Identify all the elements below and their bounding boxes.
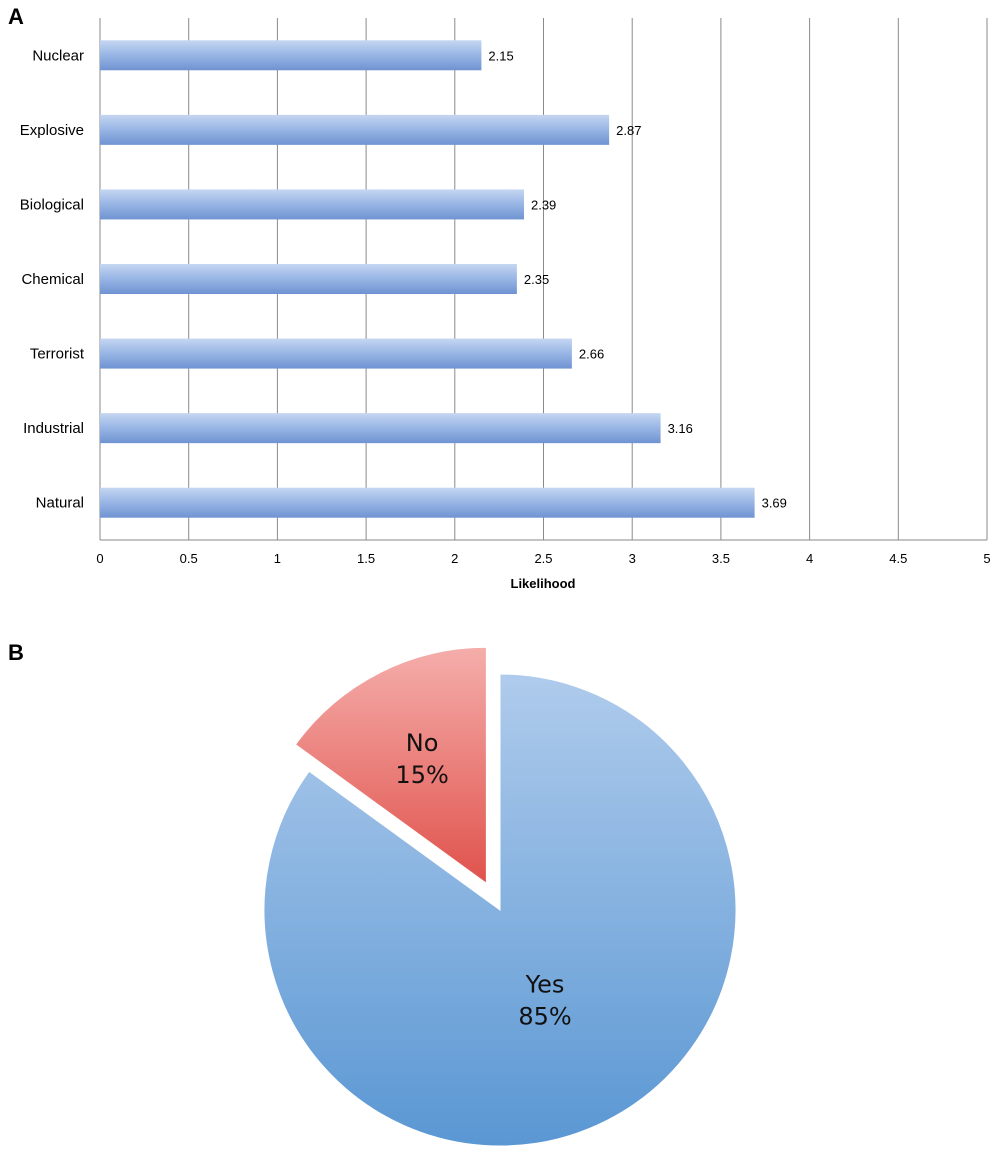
bar-terrorist bbox=[100, 338, 572, 369]
pie-slice-yes bbox=[263, 673, 737, 1147]
pie-slice-no bbox=[294, 646, 487, 885]
x-tick-label: 2 bbox=[451, 551, 458, 566]
category-label: Natural bbox=[36, 495, 84, 512]
value-label: 3.69 bbox=[762, 496, 787, 511]
panel-label-b: B bbox=[8, 640, 24, 665]
pie-slice-label: Yes bbox=[525, 970, 565, 998]
bar-chart: 0 0.5 1 1.5 2 2.5 3 3.5 4 4.5 5 Likelihood Nuclear 2.… bbox=[20, 18, 991, 591]
bar-explosive bbox=[100, 114, 610, 145]
pie-chart: Yes 85% No 15% bbox=[263, 646, 737, 1147]
value-label: 2.87 bbox=[616, 123, 641, 138]
category-label: Terrorist bbox=[30, 346, 85, 363]
x-tick-label: 4 bbox=[806, 551, 813, 566]
x-axis-title: Likelihood bbox=[511, 576, 576, 591]
value-label: 2.66 bbox=[579, 347, 604, 362]
x-tick-label: 3.5 bbox=[712, 551, 730, 566]
value-label: 3.16 bbox=[668, 421, 693, 436]
category-label: Chemical bbox=[21, 271, 84, 288]
category-label: Industrial bbox=[23, 420, 84, 437]
pie-slice-percent: 15% bbox=[395, 761, 448, 789]
x-tick-label: 0.5 bbox=[180, 551, 198, 566]
bar-nuclear bbox=[100, 40, 482, 71]
value-label: 2.39 bbox=[531, 197, 556, 212]
category-label: Biological bbox=[20, 196, 84, 213]
panel-label-a: A bbox=[8, 4, 24, 29]
x-tick-label: 5 bbox=[983, 551, 990, 566]
x-tick-label: 1 bbox=[274, 551, 281, 566]
category-label: Nuclear bbox=[32, 47, 84, 64]
x-tick-label: 0 bbox=[96, 551, 103, 566]
bar-industrial bbox=[100, 413, 661, 444]
bar-biological bbox=[100, 189, 524, 220]
x-tick-label: 1.5 bbox=[357, 551, 375, 566]
x-tick-label: 4.5 bbox=[889, 551, 907, 566]
pie-slice-percent: 85% bbox=[518, 1002, 571, 1030]
x-tick-label: 3 bbox=[629, 551, 636, 566]
pie-slice-label: No bbox=[406, 729, 439, 757]
x-tick-label: 2.5 bbox=[534, 551, 552, 566]
bar-chemical bbox=[100, 264, 517, 294]
value-label: 2.35 bbox=[524, 272, 549, 287]
value-label: 2.15 bbox=[488, 48, 513, 63]
bar-natural bbox=[100, 487, 755, 518]
category-label: Explosive bbox=[20, 122, 84, 139]
